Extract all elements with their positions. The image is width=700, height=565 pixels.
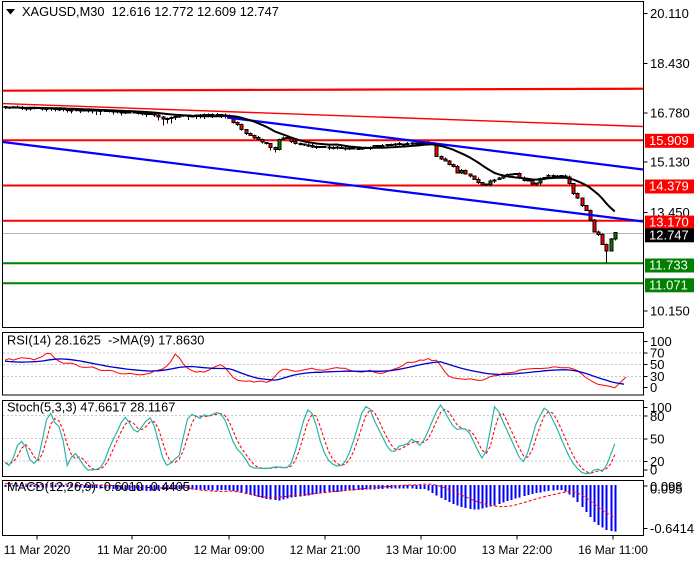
svg-text:14.379: 14.379 (649, 179, 689, 194)
svg-text:-0.6414: -0.6414 (650, 521, 694, 536)
svg-text:13 Mar 22:00: 13 Mar 22:00 (482, 543, 553, 557)
svg-text:0: 0 (650, 380, 657, 395)
svg-text:15.909: 15.909 (649, 133, 689, 148)
svg-text:16 Mar 11:00: 16 Mar 11:00 (578, 543, 648, 557)
svg-text:20: 20 (650, 454, 664, 469)
svg-text:100: 100 (650, 400, 672, 415)
svg-text:0.098: 0.098 (650, 479, 683, 494)
svg-text:11 Mar 2020: 11 Mar 2020 (4, 543, 71, 557)
svg-text:Stoch(5,3,3) 47.6617 28.1167: Stoch(5,3,3) 47.6617 28.1167 (7, 400, 175, 415)
svg-text:70: 70 (650, 346, 664, 361)
svg-text:MACD(12,26,9) -0.6010 -0.4405: MACD(12,26,9) -0.6010 -0.4405 (7, 479, 190, 494)
svg-text:13.170: 13.170 (649, 215, 689, 230)
svg-text:50: 50 (650, 432, 664, 447)
svg-text:18.430: 18.430 (650, 56, 690, 71)
svg-text:0.095: 0.095 (650, 482, 683, 497)
svg-text:80: 80 (650, 409, 664, 424)
svg-text:11.733: 11.733 (649, 258, 688, 273)
svg-text:12.747: 12.747 (649, 227, 689, 242)
svg-text:RSI(14) 28.1625 ->MA(9) 17.86: RSI(14) 28.1625 ->MA(9) 17.8630 (7, 332, 204, 347)
svg-text:13 Mar 10:00: 13 Mar 10:00 (386, 543, 457, 557)
svg-text:12 Mar 21:00: 12 Mar 21:00 (290, 543, 361, 557)
svg-text:10.150: 10.150 (650, 303, 690, 318)
svg-text:50: 50 (650, 357, 664, 372)
svg-text:20.110: 20.110 (650, 6, 689, 21)
svg-text:100: 100 (650, 334, 672, 349)
svg-text:30: 30 (650, 369, 664, 384)
svg-text:XAGUSD,M30 12.616 12.772 12.6: XAGUSD,M30 12.616 12.772 12.609 12.747 (22, 4, 279, 19)
svg-text:11.071: 11.071 (649, 277, 688, 292)
svg-text:16.780: 16.780 (650, 105, 690, 120)
svg-text:12 Mar 09:00: 12 Mar 09:00 (194, 543, 265, 557)
svg-text:11 Mar 20:00: 11 Mar 20:00 (97, 543, 167, 557)
svg-text:0: 0 (650, 462, 657, 477)
svg-text:15.130: 15.130 (650, 155, 690, 170)
